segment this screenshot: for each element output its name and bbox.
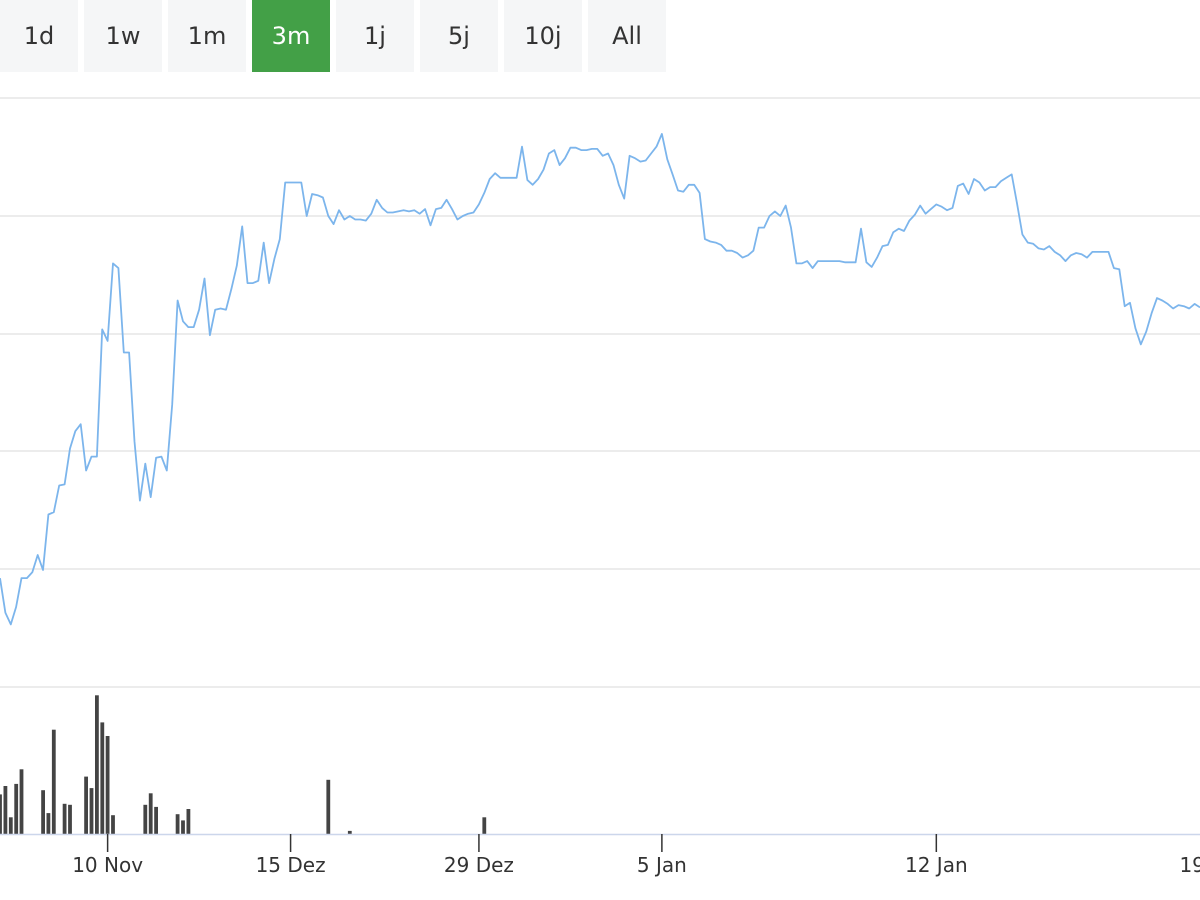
range-selector: 1d 1w 1m 3m 1j 5j 10j All (0, 0, 666, 72)
volume-bar (175, 814, 180, 834)
volume-bar (8, 817, 13, 834)
range-button-10j[interactable]: 10j (504, 0, 582, 72)
volume-bars (0, 695, 487, 834)
chart-grid (0, 97, 1200, 688)
volume-bar (181, 820, 185, 834)
volume-bar (41, 790, 45, 834)
volume-bar (95, 695, 99, 834)
x-tick-label: 10 Nov (72, 853, 143, 877)
x-tick-label: 19 Jan (1179, 853, 1200, 877)
volume-bar (0, 794, 2, 834)
volume-bar (326, 779, 331, 834)
price-line (0, 132, 1200, 626)
range-button-5j[interactable]: 5j (420, 0, 498, 72)
range-button-1w[interactable]: 1w (84, 0, 162, 72)
range-button-1d[interactable]: 1d (0, 0, 78, 72)
x-tick-label: 5 Jan (637, 853, 687, 877)
volume-bar (186, 809, 191, 834)
volume-bar (148, 793, 153, 834)
volume-bar (19, 769, 24, 834)
volume-bar (89, 788, 94, 834)
volume-bar (347, 830, 352, 834)
volume-bar (51, 729, 56, 834)
volume-bar (14, 783, 19, 834)
volume-bar (100, 722, 105, 834)
volume-bar (143, 804, 148, 834)
x-tick-label: 12 Jan (905, 853, 968, 877)
range-button-all[interactable]: All (588, 0, 666, 72)
range-button-3m[interactable]: 3m (252, 0, 330, 72)
x-tick-label: 15 Dez (256, 853, 326, 877)
volume-bar (111, 815, 115, 834)
volume-bar (154, 806, 158, 834)
volume-bar (84, 776, 88, 834)
x-axis: 10 Nov 15 Dez 29 Dez 5 Jan 12 Jan 19 Jan (0, 833, 1200, 877)
range-button-1j[interactable]: 1j (336, 0, 414, 72)
volume-bar (68, 804, 72, 834)
volume-bar (62, 803, 67, 834)
volume-bar (482, 817, 487, 834)
volume-bar (105, 736, 110, 834)
x-tick-label: 29 Dez (444, 853, 514, 877)
volume-bar (3, 786, 8, 834)
volume-bar (46, 813, 51, 834)
range-button-1m[interactable]: 1m (168, 0, 246, 72)
